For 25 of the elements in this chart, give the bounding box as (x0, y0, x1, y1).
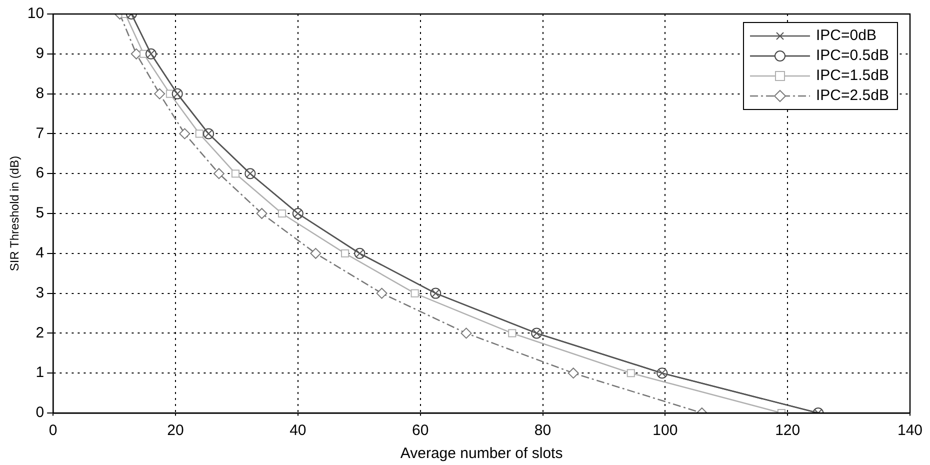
y-tick-label: 8 (36, 84, 44, 102)
x-tick-label: 140 (897, 422, 923, 440)
legend-label: IPC=1.5dB (816, 67, 889, 84)
legend-label: IPC=2.5dB (816, 87, 889, 104)
x-tick-label: 120 (775, 422, 800, 440)
legend-label: IPC=0.5dB (816, 47, 889, 64)
x-tick-label: 80 (534, 422, 552, 440)
x-tick-label: 60 (412, 422, 429, 440)
y-tick-label: 4 (36, 244, 44, 262)
x-tick-label: 100 (652, 422, 678, 440)
y-tick-label: 2 (36, 324, 44, 342)
legend-label: IPC=0dB (816, 27, 876, 44)
x-axis-title: Average number of slots (400, 445, 563, 462)
y-tick-label: 9 (36, 45, 44, 62)
y-tick-label: 0 (36, 404, 44, 422)
y-tick-label: 10 (27, 5, 44, 22)
y-tick-label: 1 (36, 364, 44, 382)
x-tick-label: 0 (48, 422, 58, 440)
y-tick-label: 3 (36, 284, 44, 302)
x-tick-label: 40 (290, 422, 306, 440)
y-axis-title: SIR Threshold in (dB) (8, 156, 22, 272)
y-tick-label: 6 (36, 164, 44, 182)
y-tick-label: 7 (36, 124, 44, 142)
y-tick-label: 5 (36, 204, 44, 222)
x-tick-label: 20 (167, 422, 184, 440)
